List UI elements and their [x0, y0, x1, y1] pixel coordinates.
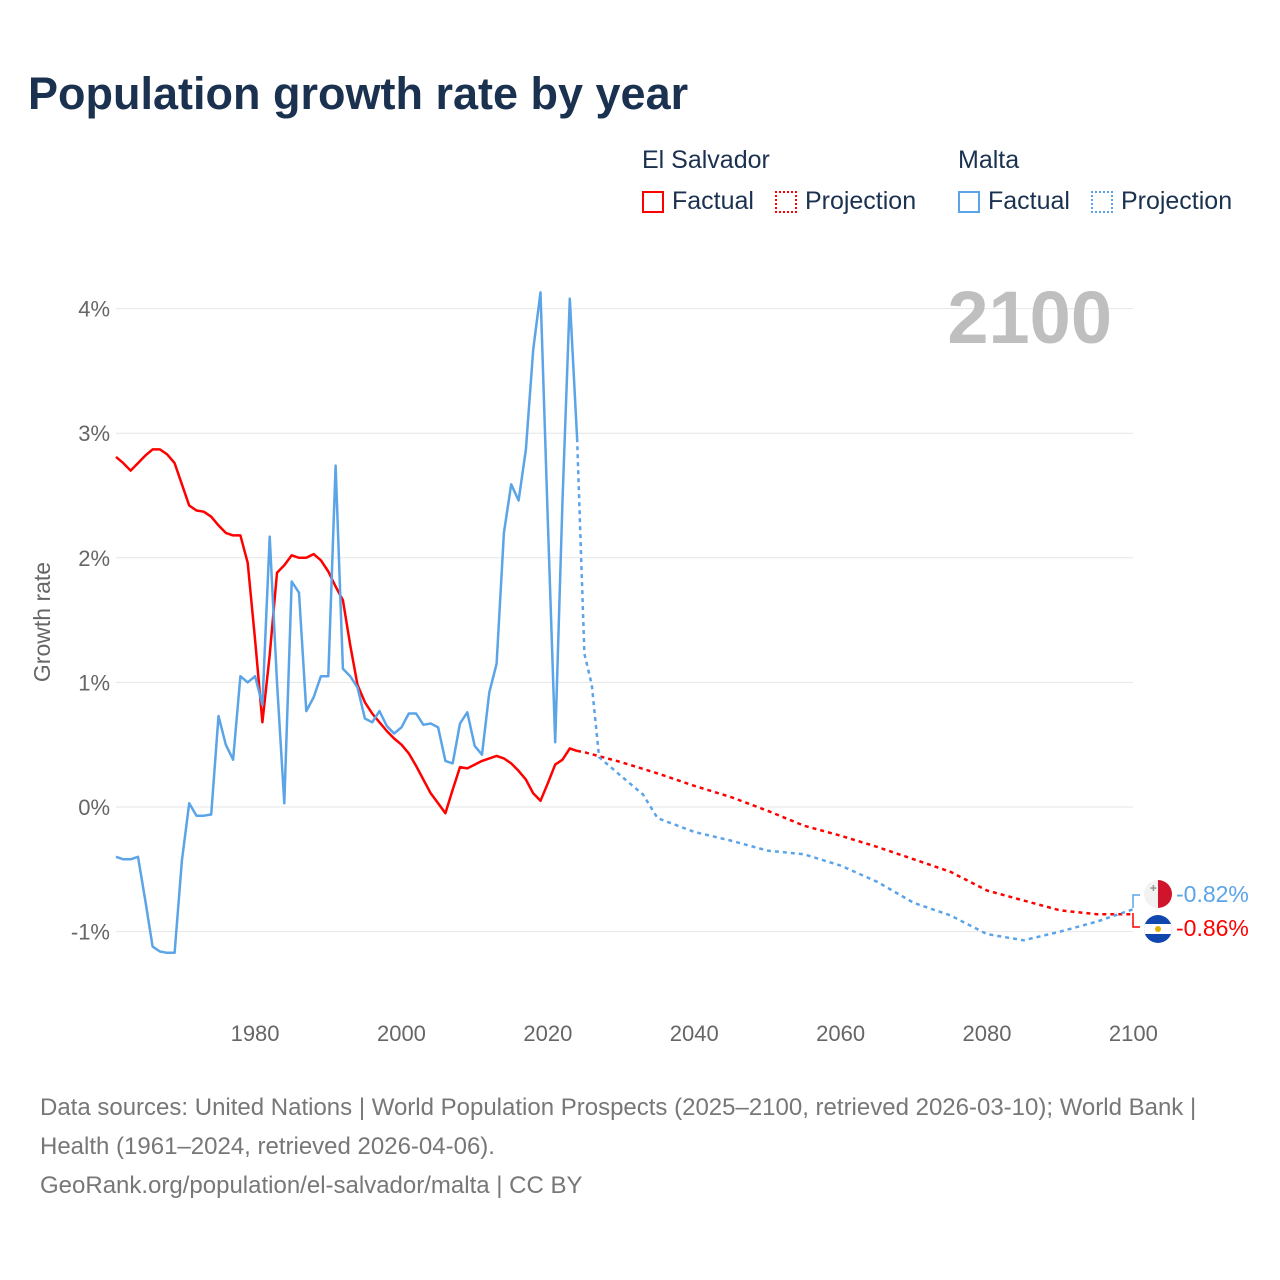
el-salvador-end-label: -0.86% [1176, 915, 1249, 941]
y-tick-label: 1% [78, 670, 110, 695]
x-tick-label: 2000 [377, 1021, 426, 1046]
malta-connector [1132, 894, 1140, 908]
svg-text:✚: ✚ [1150, 884, 1157, 893]
malta-factual-line [115, 291, 579, 955]
legend-item-factual[interactable]: Factual [958, 187, 1070, 216]
legend-label: Projection [804, 187, 917, 215]
solid-swatch-icon [958, 190, 980, 213]
legend-el-salvador: El Salvador Factual Projection [642, 146, 930, 220]
source-line: Data sources: United Nations | World Pop… [40, 1094, 1197, 1160]
legend-label: Factual [672, 187, 754, 215]
malta-end-label: -0.82% [1176, 881, 1249, 907]
legend-item-factual[interactable]: Factual [642, 187, 754, 216]
el-salvador-factual-line [115, 448, 578, 815]
y-tick-label: 2% [78, 546, 110, 571]
y-tick-label: -1% [71, 920, 110, 945]
x-tick-label: 2040 [670, 1021, 719, 1046]
legend-group-name: Malta [958, 146, 1020, 174]
y-tick-label: 4% [78, 297, 110, 322]
source-link[interactable]: GeoRank.org/population/el-salvador/malta… [40, 1172, 583, 1199]
el-salvador-flag-icon [1144, 915, 1172, 943]
solid-swatch-icon [642, 190, 664, 213]
y-axis-label: Growth rate [29, 562, 55, 682]
malta-flag-icon: ✚ [1144, 880, 1172, 908]
legend-item-projection[interactable]: Projection [1090, 187, 1233, 216]
dotted-swatch-icon [774, 190, 797, 213]
legend-item-projection[interactable]: Projection [774, 187, 917, 216]
el-salvador-connector [1132, 913, 1140, 928]
y-tick-label: 0% [78, 795, 110, 820]
x-tick-label: 2060 [816, 1021, 865, 1046]
legend-label: Projection [1120, 187, 1233, 215]
y-tick-label: 3% [78, 421, 110, 446]
end-markers: ✚ -0.82% -0.86% [1132, 880, 1249, 943]
legend-label: Factual [988, 187, 1070, 215]
source-note: Data sources: United Nations | World Pop… [40, 1088, 1240, 1205]
x-tick-label: 2020 [523, 1021, 572, 1046]
line-chart: -1% 0% 1% 2% 3% 4% 1980 2000 2020 2040 2060 2080 210… [29, 276, 1249, 1046]
year-watermark: 2100 [947, 276, 1112, 359]
x-tick-label: 2100 [1109, 1021, 1158, 1046]
el-salvador-projection-line [576, 749, 1134, 916]
malta-projection-line [575, 438, 1134, 942]
x-tick-label: 1980 [231, 1021, 280, 1046]
x-tick-label: 2080 [963, 1021, 1012, 1046]
chart-title: Population growth rate by year [28, 68, 689, 119]
legend-malta: Malta Factual Projection [958, 146, 1246, 220]
dotted-swatch-icon [1090, 190, 1113, 213]
legend-group-name: El Salvador [642, 146, 770, 174]
